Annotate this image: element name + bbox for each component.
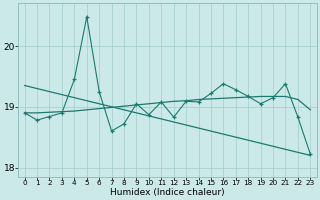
X-axis label: Humidex (Indice chaleur): Humidex (Indice chaleur) [110, 188, 225, 197]
